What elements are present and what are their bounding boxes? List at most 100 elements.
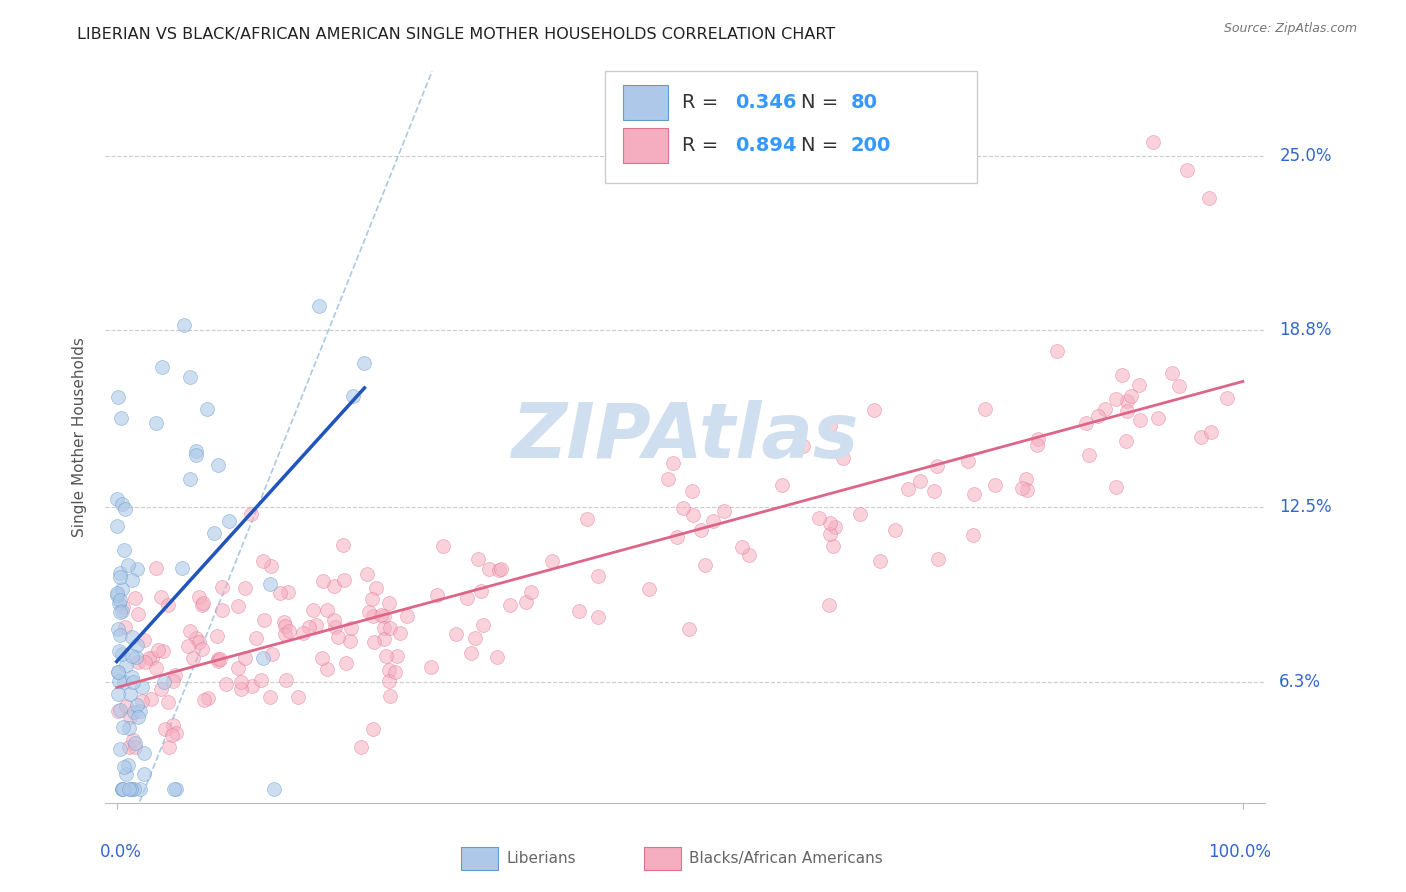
Point — [274, 673, 297, 688]
Point — [252, 554, 274, 568]
Text: 100.0%: 100.0% — [1208, 843, 1271, 861]
Point — [114, 657, 136, 672]
Point — [115, 767, 138, 781]
Point — [738, 548, 761, 562]
Point — [107, 704, 129, 718]
Point — [240, 679, 263, 693]
Point — [922, 484, 945, 499]
Point — [1111, 368, 1133, 382]
Point — [277, 585, 299, 599]
Point — [396, 608, 419, 623]
Point — [1128, 378, 1150, 392]
Point — [678, 622, 700, 636]
Point — [108, 592, 131, 607]
Point — [157, 739, 180, 754]
Point — [690, 523, 713, 537]
Point — [129, 704, 152, 718]
Point — [120, 687, 142, 701]
Point — [131, 694, 153, 708]
Point — [360, 591, 382, 606]
Point — [173, 318, 195, 332]
Point — [121, 670, 143, 684]
Point — [432, 539, 454, 553]
Point — [274, 619, 297, 633]
Point — [162, 674, 184, 689]
Point — [208, 652, 231, 666]
Point — [357, 605, 380, 619]
Point — [387, 649, 409, 664]
Point — [134, 633, 156, 648]
Point — [122, 705, 145, 719]
Point — [315, 662, 337, 676]
Point — [108, 566, 131, 580]
Point — [211, 581, 233, 595]
Point — [263, 781, 285, 796]
Point — [233, 582, 256, 596]
Point — [1015, 472, 1038, 486]
Point — [695, 558, 717, 572]
Point — [132, 746, 155, 760]
Point — [342, 389, 364, 403]
Text: 0.894: 0.894 — [735, 136, 797, 155]
Point — [869, 554, 891, 568]
Point — [1026, 432, 1049, 446]
Point — [332, 539, 354, 553]
Point — [229, 682, 252, 697]
Point — [956, 454, 979, 468]
Point — [240, 507, 263, 521]
Point — [287, 690, 309, 705]
Point — [117, 558, 139, 573]
Point — [1199, 425, 1222, 439]
Point — [657, 472, 679, 486]
Point — [1119, 389, 1142, 403]
Point — [1074, 416, 1097, 430]
Point — [111, 781, 134, 796]
Point — [927, 551, 949, 566]
Point — [115, 698, 138, 713]
Point — [273, 615, 295, 629]
Point — [1115, 434, 1137, 448]
Point — [378, 663, 401, 677]
Point — [1026, 437, 1049, 451]
Point — [419, 660, 441, 674]
Point — [515, 595, 537, 609]
Point — [1189, 430, 1212, 444]
Point — [114, 502, 136, 516]
Point — [586, 569, 609, 583]
Point — [128, 781, 150, 796]
Point — [340, 621, 363, 635]
Point — [108, 570, 131, 584]
Point — [807, 510, 830, 524]
Point — [862, 403, 884, 417]
Text: 80: 80 — [851, 93, 877, 112]
Point — [160, 728, 183, 742]
Point — [112, 675, 135, 690]
Point — [298, 620, 321, 634]
Text: Blacks/African Americans: Blacks/African Americans — [689, 851, 883, 865]
Point — [211, 603, 233, 617]
Point — [770, 478, 793, 492]
Point — [1198, 191, 1220, 205]
Point — [122, 674, 145, 689]
Point — [179, 370, 201, 384]
Point — [228, 599, 250, 613]
Point — [163, 781, 186, 796]
Point — [153, 722, 176, 736]
Point — [259, 577, 281, 591]
Point — [456, 591, 478, 605]
Point — [111, 497, 134, 511]
Point — [384, 665, 406, 680]
Point — [233, 650, 256, 665]
Point — [1142, 135, 1164, 149]
Point — [731, 541, 754, 555]
Point — [110, 606, 132, 620]
Point — [131, 681, 153, 695]
Point — [1015, 483, 1038, 497]
Point — [163, 668, 186, 682]
Point — [1147, 411, 1170, 425]
Point — [792, 439, 814, 453]
Point — [107, 596, 129, 610]
Point — [586, 609, 609, 624]
Point — [366, 581, 388, 595]
Point — [117, 781, 139, 796]
